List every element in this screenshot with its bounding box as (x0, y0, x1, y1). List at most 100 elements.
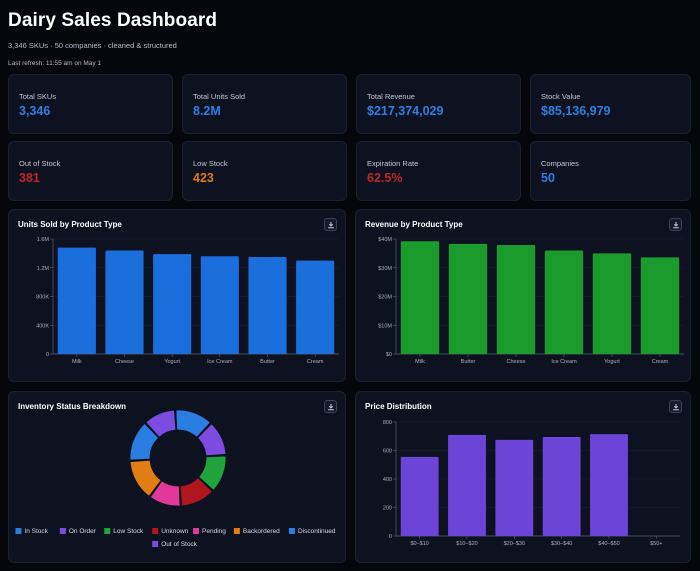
legend-label[interactable]: Low Stock (113, 528, 144, 535)
legend-swatch (288, 528, 295, 534)
legend-label[interactable]: Out of Stock (161, 541, 198, 548)
x-tick-label: Milk (72, 359, 82, 365)
bar[interactable] (400, 241, 440, 354)
donut-slice[interactable] (129, 422, 160, 461)
kpi-card-total-skus: Total SKUs 3,346 (8, 74, 173, 134)
legend-label[interactable]: Pending (202, 528, 226, 535)
legend-swatch (233, 528, 240, 534)
download-button[interactable] (324, 400, 337, 413)
kpi-card-expiration-rate: Expiration Rate 62.5% (356, 141, 521, 201)
legend-label[interactable]: On Order (69, 528, 97, 535)
y-tick-label: $30M (378, 266, 392, 272)
download-icon (672, 221, 679, 228)
revenue-bar-chart: $0 $10M $20M $30M $40M Milk Butter Cheese Ice Cr… (378, 237, 684, 365)
y-tick-label: $0 (386, 352, 392, 358)
legend-label[interactable]: Unknown (161, 528, 188, 535)
kpi-label: Expiration Rate (367, 159, 419, 168)
bar[interactable] (590, 434, 628, 536)
bar[interactable] (105, 250, 144, 355)
bar[interactable] (496, 245, 536, 354)
price-distribution-panel: Price Distribution 0 200 400 600 800 $0–$10 $1… (355, 391, 691, 563)
x-tick-label: $20–$30 (504, 541, 525, 547)
panel-title: Inventory Status Breakdown (18, 402, 127, 411)
y-tick-label: 200 (383, 506, 392, 512)
bar[interactable] (448, 434, 486, 536)
donut-slice[interactable] (149, 480, 181, 507)
x-tick-label: $10–$20 (456, 541, 477, 547)
last-refresh: Last refresh: 11:55 am on May 1 (8, 60, 102, 67)
bar[interactable] (400, 456, 439, 536)
x-tick-label: Cheese (115, 359, 134, 365)
x-tick-label: Yogurt (604, 359, 620, 365)
x-tick-label: Milk (415, 359, 425, 365)
y-tick-label: $10M (378, 323, 392, 329)
y-tick-label: 800 (383, 420, 392, 426)
kpi-value: 62.5% (367, 171, 403, 185)
x-tick-label: Butter (461, 359, 476, 365)
legend-swatch (193, 528, 200, 534)
legend-swatch (152, 541, 159, 547)
page-title: Dairy Sales Dashboard (8, 10, 218, 31)
bar[interactable] (448, 243, 488, 354)
bar[interactable] (640, 257, 680, 354)
donut-slice[interactable] (129, 459, 162, 497)
legend-swatch (59, 528, 66, 534)
kpi-value: $85,136,979 (541, 104, 611, 118)
bar[interactable] (542, 436, 581, 536)
y-tick-label: 600 (383, 449, 392, 455)
legend-label[interactable]: Discontinued (298, 528, 336, 535)
y-tick-label: $40M (378, 237, 392, 243)
kpi-card-total-units-sold: Total Units Sold 8.2M (182, 74, 347, 134)
bar[interactable] (592, 253, 632, 354)
bar[interactable] (57, 247, 96, 354)
inventory-donut-chart: In Stock On Order Low Stock Unknown Pending B… (15, 409, 336, 548)
kpi-label: Total Revenue (367, 92, 415, 101)
bar[interactable] (200, 256, 239, 354)
donut-slice[interactable] (198, 455, 227, 491)
y-tick-label: 0 (46, 352, 49, 358)
bar[interactable] (248, 256, 287, 354)
y-tick-label: 1.6M (37, 237, 50, 243)
legend-swatch (152, 528, 159, 534)
download-icon (327, 403, 334, 410)
y-tick-label: 400K (36, 323, 49, 329)
download-icon (672, 403, 679, 410)
kpi-value: 8.2M (193, 104, 221, 118)
x-tick-label: Cream (652, 359, 669, 365)
kpi-card-total-revenue: Total Revenue $217,374,029 (356, 74, 521, 134)
kpi-label: Stock Value (541, 92, 581, 101)
bar[interactable] (153, 254, 192, 354)
kpi-value: 50 (541, 171, 555, 185)
donut-slice[interactable] (175, 409, 211, 438)
download-button[interactable] (324, 218, 337, 231)
x-tick-label: Cream (307, 359, 324, 365)
bar[interactable] (296, 260, 335, 354)
bar[interactable] (544, 250, 584, 355)
bar[interactable] (495, 439, 534, 536)
download-button[interactable] (669, 400, 682, 413)
donut-slice[interactable] (197, 423, 227, 457)
kpi-card-stock-value: Stock Value $85,136,979 (530, 74, 691, 134)
legend-swatch (15, 528, 22, 534)
kpi-value: 3,346 (19, 104, 51, 118)
page-subtitle: 3,346 SKUs · 50 companies · cleaned & st… (8, 41, 177, 50)
kpi-card-companies: Companies 50 (530, 141, 691, 201)
donut-slice[interactable] (145, 409, 177, 438)
kpi-label: Companies (541, 159, 579, 168)
y-tick-label: $20M (378, 295, 392, 301)
kpi-card-low-stock: Low Stock 423 (182, 141, 347, 201)
legend-label[interactable]: Backordered (243, 528, 280, 535)
panel-title: Units Sold by Product Type (18, 220, 122, 229)
units-sold-bar-chart: 0 400K 800K 1.2M 1.6M Milk Cheese Yogurt Ice Cre… (36, 237, 339, 365)
kpi-label: Total SKUs (19, 92, 57, 101)
kpi-value: 423 (193, 171, 214, 185)
legend-label[interactable]: In Stock (24, 528, 48, 535)
revenue-panel: Revenue by Product Type $0 $10M $20M $30M $4… (355, 209, 691, 382)
donut-slice[interactable] (179, 477, 213, 507)
x-tick-label: $50+ (650, 541, 662, 547)
price-distribution-bar-chart: 0 200 400 600 800 $0–$10 $10–$20 $20–$30 $30–$40… (383, 420, 680, 547)
kpi-card-out-of-stock: Out of Stock 381 (8, 141, 173, 201)
units-sold-panel: Units Sold by Product Type 0 400K 800K 1.2M… (8, 209, 346, 382)
kpi-value: 381 (19, 171, 40, 185)
download-button[interactable] (669, 218, 682, 231)
